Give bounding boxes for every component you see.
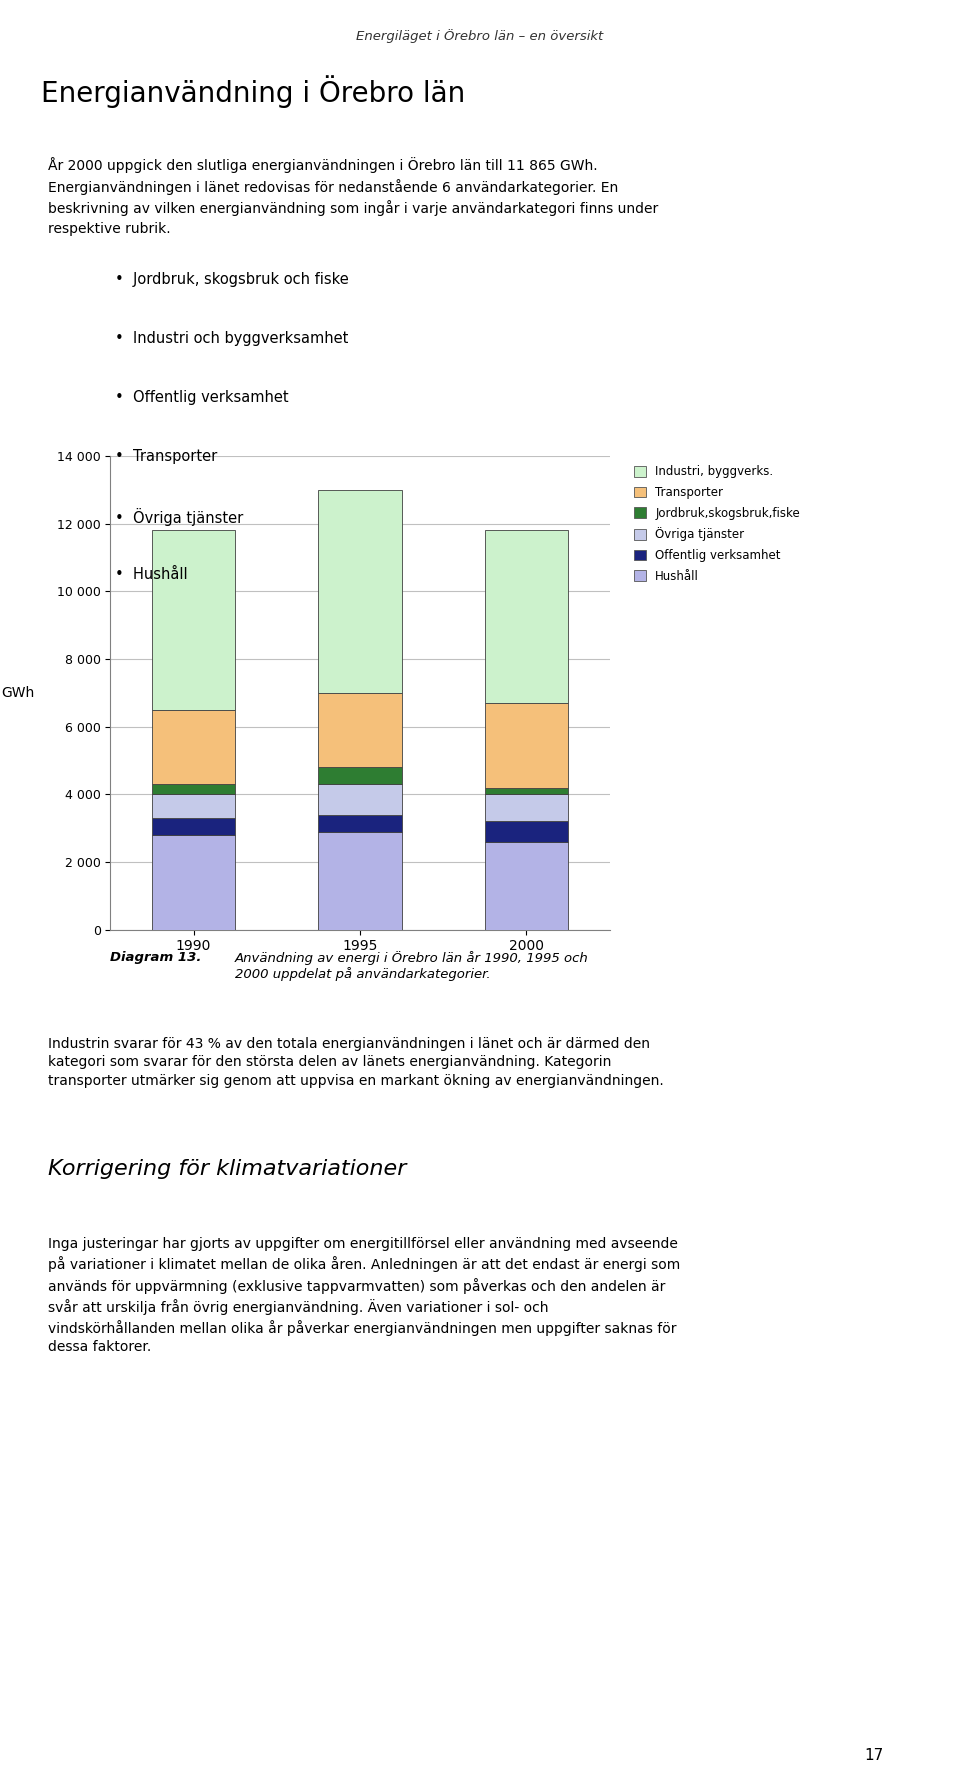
Bar <box>485 787 568 794</box>
Bar <box>319 815 401 831</box>
Text: •  Offentlig verksamhet: • Offentlig verksamhet <box>115 390 289 404</box>
Text: Energianvändningen i länet redovisas för nedanstående 6 användarkategorier. En: Energianvändningen i länet redovisas för… <box>48 179 618 195</box>
Text: Diagram 13.: Diagram 13. <box>110 951 202 964</box>
Legend: Industri, byggverks., Transporter, Jordbruk,skogsbruk,fiske, Övriga tjänster, Of: Industri, byggverks., Transporter, Jordb… <box>631 461 804 586</box>
Bar <box>152 794 235 819</box>
Text: •  Jordbruk, skogsbruk och fiske: • Jordbruk, skogsbruk och fiske <box>115 272 348 286</box>
Bar <box>319 785 401 815</box>
Bar <box>152 531 235 710</box>
Y-axis label: GWh: GWh <box>1 687 35 699</box>
Bar <box>319 692 401 767</box>
Text: •  Hushåll: • Hushåll <box>115 567 188 581</box>
Bar <box>152 710 235 785</box>
Text: År 2000 uppgick den slutliga energianvändningen i Örebro län till 11 865 GWh.: År 2000 uppgick den slutliga energianvän… <box>48 157 598 173</box>
Text: 17: 17 <box>864 1749 883 1763</box>
Bar <box>152 835 235 930</box>
Text: Energianvändning i Örebro län: Energianvändning i Örebro län <box>41 75 466 107</box>
Text: Energiläget i Örebro län – en översikt: Energiläget i Örebro län – en översikt <box>356 29 604 43</box>
Bar <box>152 819 235 835</box>
Text: respektive rubrik.: respektive rubrik. <box>48 222 171 236</box>
Bar <box>319 490 401 692</box>
Bar <box>485 794 568 821</box>
Bar <box>485 842 568 930</box>
Bar <box>485 531 568 703</box>
Text: Användning av energi i Örebro län år 1990, 1995 och
2000 uppdelat på användarkat: Användning av energi i Örebro län år 199… <box>235 951 588 982</box>
Text: Industrin svarar för 43 % av den totala energianvändningen i länet och är därmed: Industrin svarar för 43 % av den totala … <box>48 1037 663 1087</box>
Text: •  Övriga tjänster: • Övriga tjänster <box>115 508 244 526</box>
Text: Korrigering för klimatvariationer: Korrigering för klimatvariationer <box>48 1159 406 1178</box>
Bar <box>319 767 401 785</box>
Bar <box>485 703 568 787</box>
Bar <box>319 831 401 930</box>
Bar <box>152 785 235 794</box>
Text: Inga justeringar har gjorts av uppgifter om energitillförsel eller användning me: Inga justeringar har gjorts av uppgifter… <box>48 1237 681 1354</box>
Text: •  Transporter: • Transporter <box>115 449 218 463</box>
Text: beskrivning av vilken energianvändning som ingår i varje användarkategori finns : beskrivning av vilken energianvändning s… <box>48 200 659 216</box>
Text: •  Industri och byggverksamhet: • Industri och byggverksamhet <box>115 331 348 345</box>
Bar <box>485 821 568 842</box>
